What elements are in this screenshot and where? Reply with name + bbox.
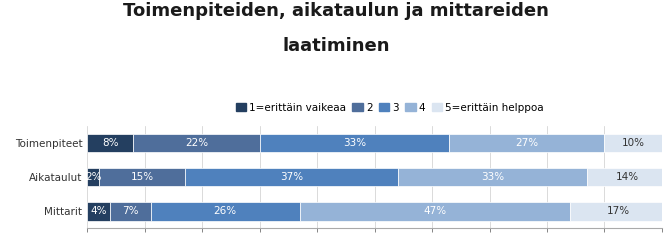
Bar — [259, 134, 450, 152]
Bar — [87, 168, 99, 186]
Text: 27%: 27% — [515, 138, 538, 148]
Bar — [450, 134, 604, 152]
Bar — [99, 168, 185, 186]
Bar — [570, 202, 668, 221]
Bar — [133, 134, 259, 152]
Bar — [398, 168, 587, 186]
Text: 47%: 47% — [423, 206, 446, 216]
Text: 33%: 33% — [343, 138, 366, 148]
Bar — [587, 168, 668, 186]
Text: 4%: 4% — [91, 206, 107, 216]
Text: 14%: 14% — [616, 172, 639, 182]
Bar — [604, 134, 662, 152]
Text: 26%: 26% — [214, 206, 237, 216]
Bar — [151, 202, 300, 221]
Text: 37%: 37% — [280, 172, 303, 182]
Text: 8%: 8% — [102, 138, 118, 148]
Text: 7%: 7% — [122, 206, 138, 216]
Text: 15%: 15% — [130, 172, 153, 182]
Text: 10%: 10% — [622, 138, 644, 148]
Bar — [87, 134, 133, 152]
Text: Toimenpiteiden, aikataulun ja mittareiden: Toimenpiteiden, aikataulun ja mittareide… — [123, 2, 549, 20]
Text: 2%: 2% — [85, 172, 101, 182]
Text: 33%: 33% — [481, 172, 504, 182]
Legend: 1=erittäin vaikeaa, 2, 3, 4, 5=erittäin helppoa: 1=erittäin vaikeaa, 2, 3, 4, 5=erittäin … — [231, 98, 548, 117]
Bar — [87, 202, 110, 221]
Bar — [110, 202, 151, 221]
Text: laatiminen: laatiminen — [282, 37, 390, 55]
Text: 22%: 22% — [185, 138, 208, 148]
Bar — [185, 168, 398, 186]
Text: 17%: 17% — [607, 206, 630, 216]
Bar — [300, 202, 570, 221]
